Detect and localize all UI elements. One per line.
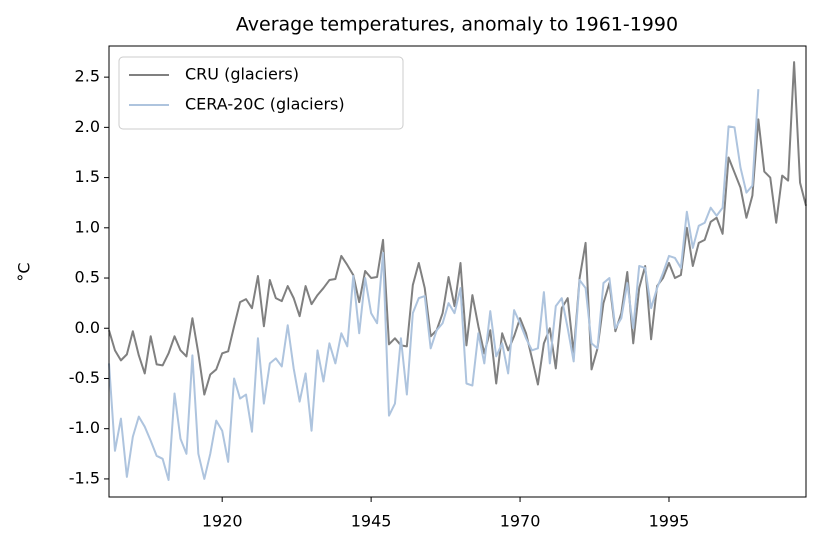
y-tick-label: 0.5 bbox=[75, 268, 100, 287]
x-tick-label: 1995 bbox=[649, 512, 690, 531]
legend-label: CERA-20C (glaciers) bbox=[185, 95, 345, 114]
x-tick-label: 1970 bbox=[500, 512, 541, 531]
y-tick-label: -1.0 bbox=[69, 418, 100, 437]
y-tick-label: 0.0 bbox=[75, 318, 100, 337]
legend-label: CRU (glaciers) bbox=[185, 65, 299, 84]
x-tick-label: 1920 bbox=[202, 512, 243, 531]
y-tick-label: 1.0 bbox=[75, 217, 100, 236]
y-tick-label: 1.5 bbox=[75, 167, 100, 186]
data-line bbox=[108, 61, 807, 396]
chart-title: Average temperatures, anomaly to 1961-19… bbox=[236, 14, 678, 36]
y-tick-label: 2.0 bbox=[75, 117, 100, 136]
x-tick-label: 1945 bbox=[351, 512, 392, 531]
data-line bbox=[108, 89, 760, 481]
plot-frame bbox=[108, 45, 807, 498]
y-tick-label: 2.5 bbox=[75, 67, 100, 86]
y-axis-label: °C bbox=[15, 262, 34, 281]
y-tick-label: -0.5 bbox=[69, 368, 100, 387]
legend-box bbox=[118, 56, 404, 130]
y-tick-label: -1.5 bbox=[69, 468, 100, 487]
